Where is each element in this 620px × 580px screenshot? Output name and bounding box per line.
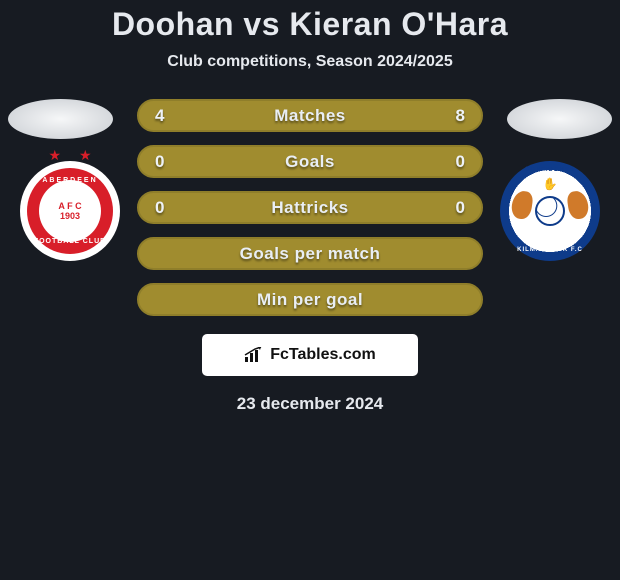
main-panel: ★★ ABERDEEN A F C 1903 FOOTBALL CLUB CON… (0, 99, 620, 414)
squirrel-icon (566, 190, 590, 221)
stat-label: Goals per match (240, 244, 381, 264)
stat-label: Hattricks (271, 198, 348, 218)
badge-left-text-top: ABERDEEN (27, 177, 113, 184)
club-badge-right: CONFIDEMUS ✋ KILMARNOCK F.C (500, 161, 600, 261)
badge-left-core-bot: 1903 (60, 211, 80, 221)
stat-right-value: 0 (456, 198, 465, 218)
generation-date: 23 december 2024 (0, 394, 620, 414)
football-icon (535, 196, 565, 226)
player-photo-left (8, 99, 113, 139)
stats-rows: 4 Matches 8 0 Goals 0 0 Hattricks 0 Goal… (137, 99, 483, 316)
club-badge-left: ★★ ABERDEEN A F C 1903 FOOTBALL CLUB (20, 161, 120, 261)
stat-left-value: 0 (155, 152, 164, 172)
stat-label: Goals (285, 152, 335, 172)
header: Doohan vs Kieran O'Hara Club competition… (0, 0, 620, 71)
stat-row-min-per-goal: Min per goal (137, 283, 483, 316)
stat-right-value: 8 (456, 106, 465, 126)
stat-left-value: 0 (155, 198, 164, 218)
hand-icon: ✋ (543, 177, 558, 191)
star-icon: ★★ (20, 147, 120, 164)
stat-left-value: 4 (155, 106, 164, 126)
stat-label: Min per goal (257, 290, 363, 310)
badge-right-text-bot: KILMARNOCK F.C (500, 247, 600, 253)
squirrel-icon (510, 190, 534, 221)
badge-left-core: A F C 1903 (51, 192, 89, 230)
stat-label: Matches (274, 106, 346, 126)
chart-icon (244, 347, 264, 363)
stat-row-matches: 4 Matches 8 (137, 99, 483, 132)
stat-right-value: 0 (456, 152, 465, 172)
watermark: FcTables.com (202, 334, 418, 376)
watermark-text: FcTables.com (270, 346, 376, 364)
stat-row-goals: 0 Goals 0 (137, 145, 483, 178)
page-subtitle: Club competitions, Season 2024/2025 (0, 53, 620, 71)
badge-left-core-top: A F C (58, 201, 81, 211)
player-photo-right (507, 99, 612, 139)
page-title: Doohan vs Kieran O'Hara (0, 6, 620, 43)
stat-row-hattricks: 0 Hattricks 0 (137, 191, 483, 224)
badge-left-text-bot: FOOTBALL CLUB (27, 238, 113, 245)
badge-right-text-top: CONFIDEMUS (500, 167, 600, 173)
stat-row-goals-per-match: Goals per match (137, 237, 483, 270)
